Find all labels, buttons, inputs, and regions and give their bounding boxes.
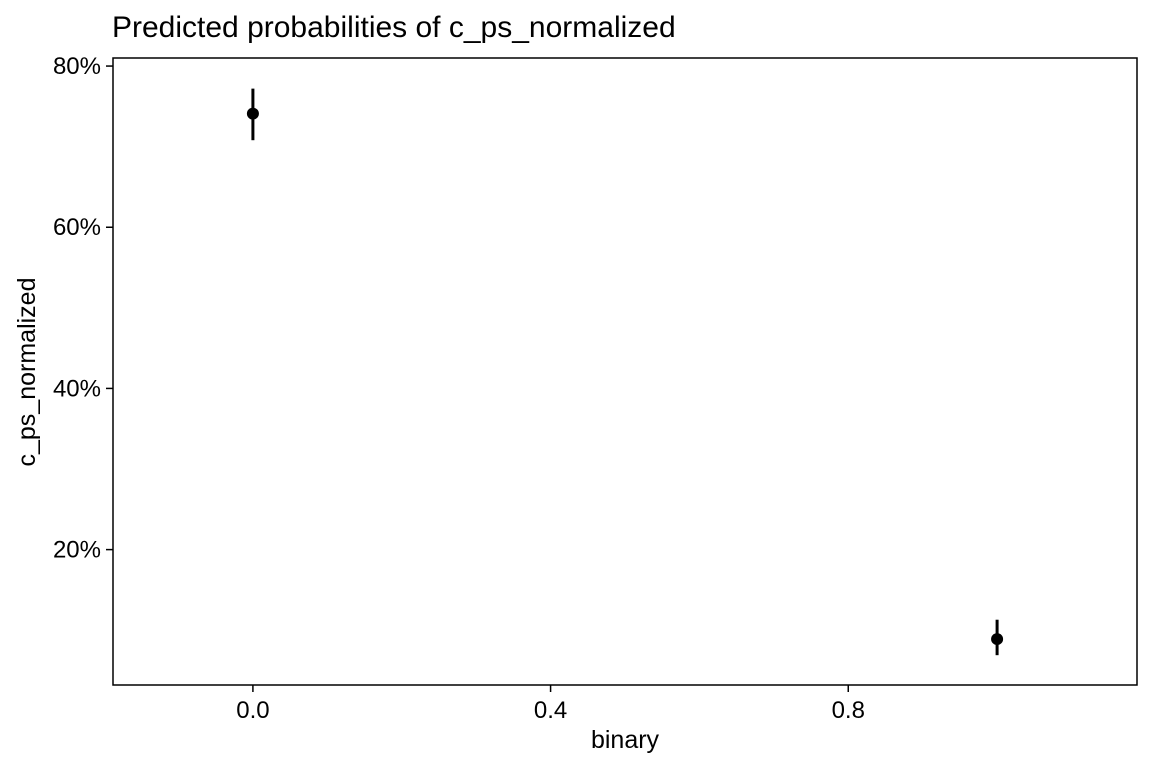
x-axis: 0.0 0.4 0.8 xyxy=(236,685,865,724)
chart-title: Predicted probabilities of c_ps_normaliz… xyxy=(112,11,676,44)
data-point xyxy=(991,633,1004,646)
y-tick-label: 40% xyxy=(53,375,101,402)
x-tick-label: 0.0 xyxy=(236,697,269,724)
x-tick-label: 0.4 xyxy=(534,697,567,724)
x-tick-label: 0.8 xyxy=(832,697,865,724)
y-axis: 20% 40% 60% 80% xyxy=(53,53,113,564)
y-tick-label: 80% xyxy=(53,53,101,80)
data-marks xyxy=(246,88,1004,656)
x-axis-title: binary xyxy=(591,726,660,754)
data-point xyxy=(246,107,259,120)
plot-panel xyxy=(112,57,1138,686)
y-tick-label: 20% xyxy=(53,537,101,564)
y-tick-label: 60% xyxy=(53,214,101,241)
y-axis-title: c_ps_normalized xyxy=(13,278,41,467)
